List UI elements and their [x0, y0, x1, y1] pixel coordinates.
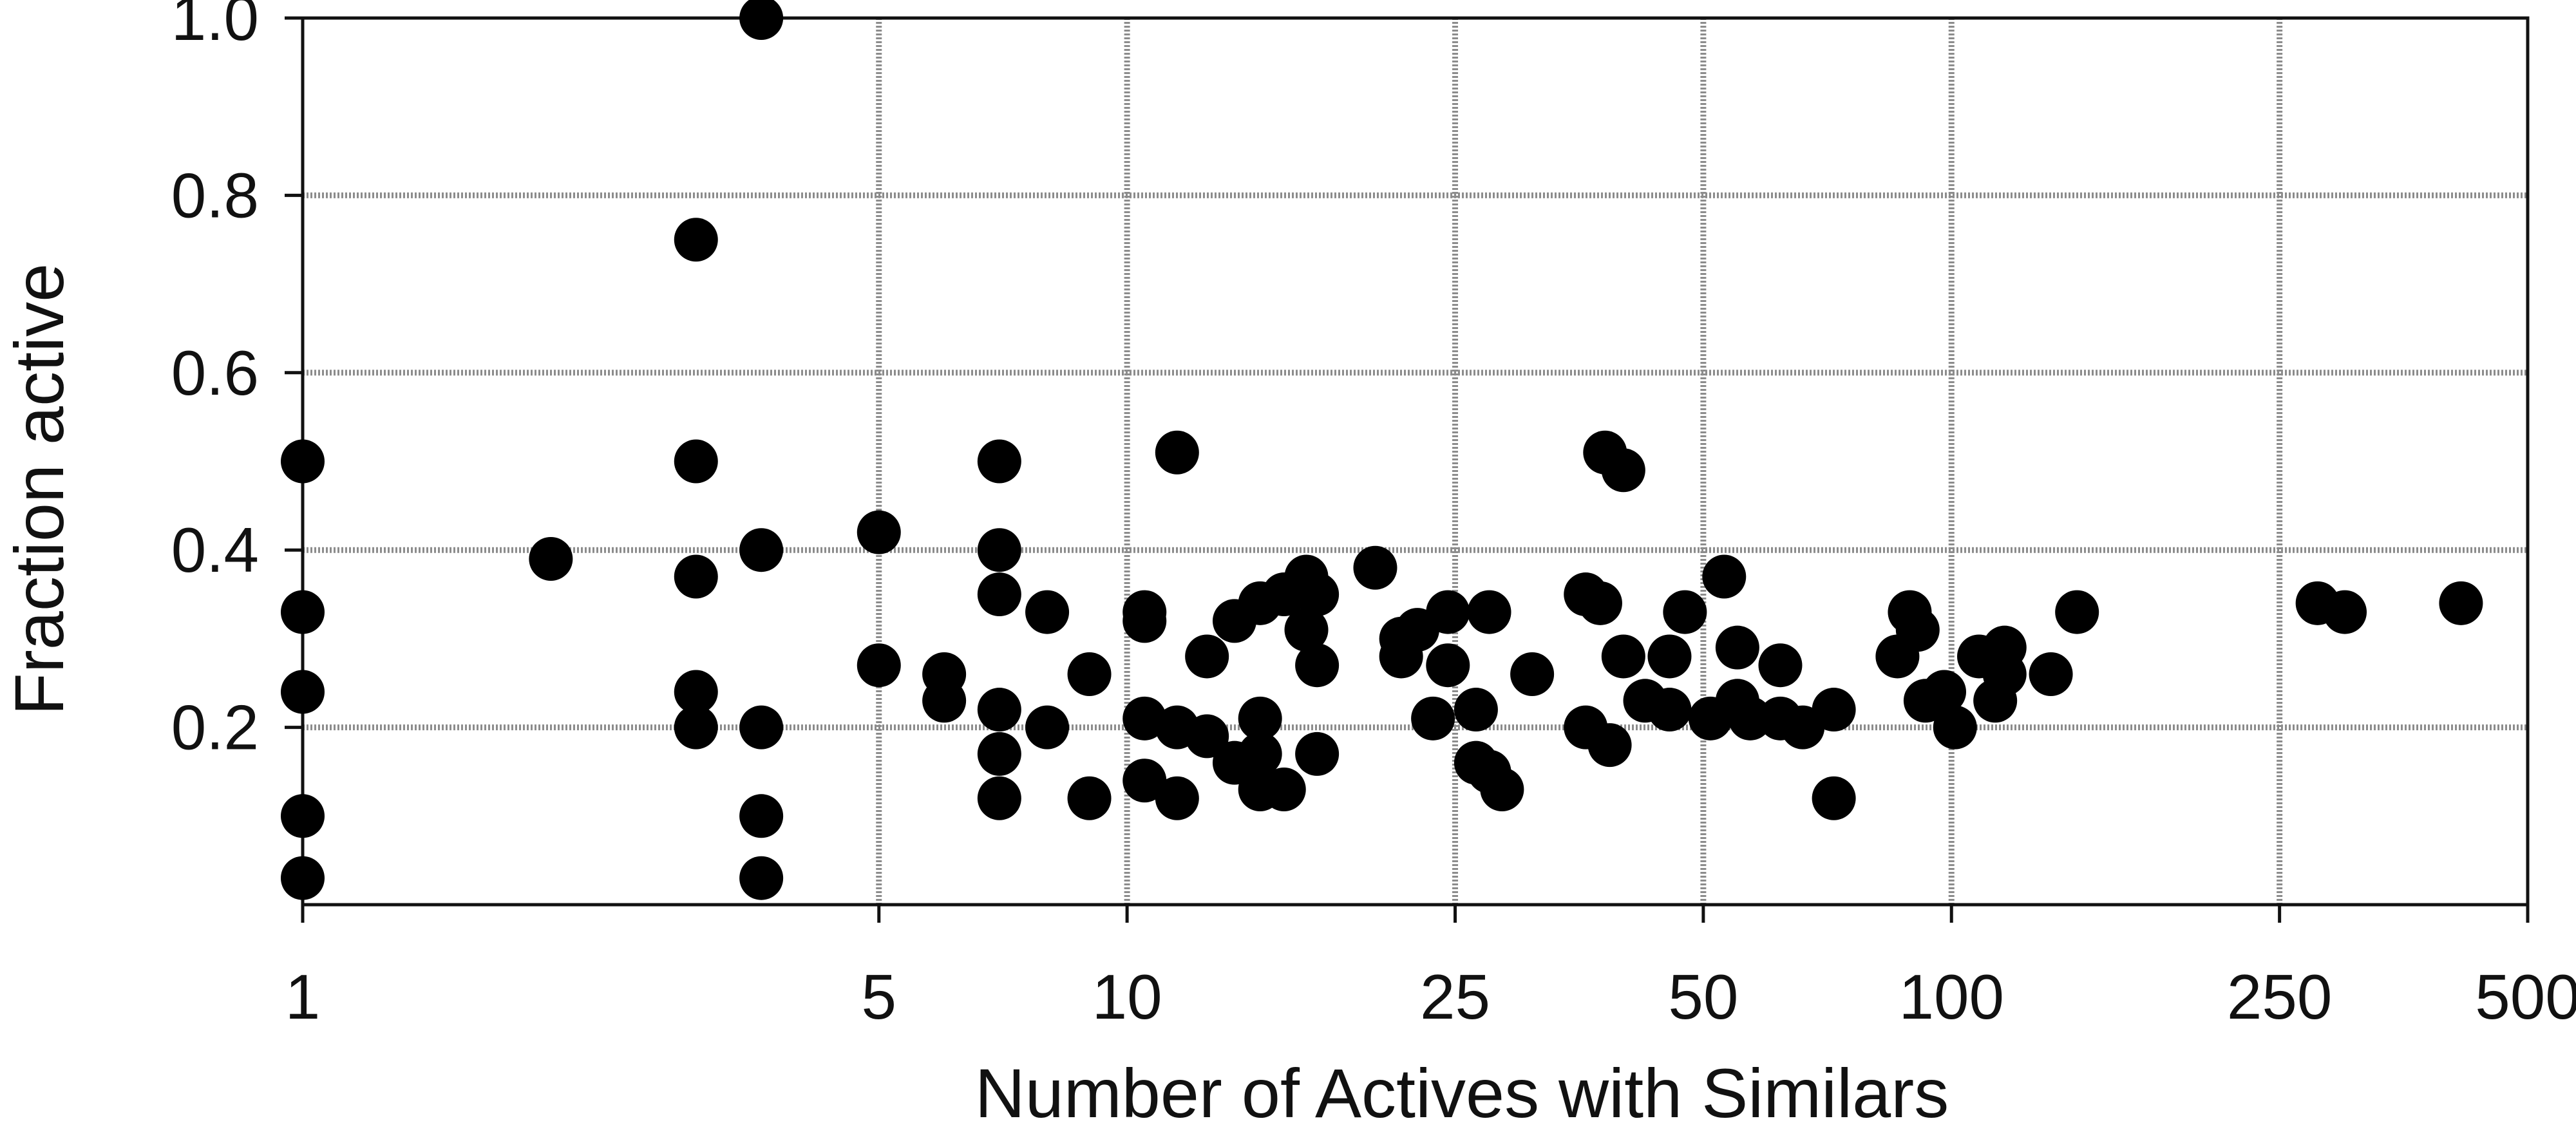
- data-point: [281, 794, 325, 838]
- data-point: [739, 528, 784, 572]
- data-point: [739, 794, 784, 838]
- data-point: [1295, 572, 1340, 617]
- data-point: [1295, 731, 1340, 776]
- data-point: [674, 439, 718, 484]
- data-point: [1067, 652, 1112, 696]
- data-point: [977, 776, 1021, 820]
- data-point: [1647, 634, 1692, 679]
- data-point: [1647, 688, 1692, 732]
- data-point: [1480, 767, 1524, 811]
- data-point: [2029, 652, 2073, 696]
- data-point: [1426, 590, 1470, 634]
- data-point: [1067, 776, 1112, 820]
- data-point: [2323, 590, 2367, 634]
- data-point: [1284, 608, 1329, 652]
- x-tick-label: 50: [1668, 961, 1738, 1032]
- data-point: [1025, 705, 1070, 750]
- data-point: [1122, 759, 1167, 803]
- data-point: [281, 590, 325, 634]
- data-point: [1353, 545, 1397, 590]
- data-point: [674, 218, 718, 262]
- y-axis-tick-labels: 0.2 0.4 0.6 0.8 1.0: [171, 0, 259, 763]
- y-tick-label: 0.8: [171, 160, 259, 231]
- x-tick-label: 250: [2227, 961, 2333, 1032]
- data-point: [739, 705, 784, 750]
- y-tick-label: 0.4: [171, 514, 259, 585]
- x-tick-label: 100: [1899, 961, 2004, 1032]
- data-point: [281, 670, 325, 714]
- data-point: [977, 528, 1021, 572]
- data-point: [1587, 723, 1632, 768]
- axis-ticks: [285, 16, 2530, 923]
- x-tick-label: 25: [1420, 961, 1490, 1032]
- data-point: [1454, 688, 1498, 732]
- data-point: [1702, 554, 1747, 599]
- data-point: [1812, 688, 1856, 732]
- data-point: [1262, 767, 1306, 811]
- x-tick-label: 5: [862, 961, 897, 1032]
- y-tick-label: 0.2: [171, 692, 259, 763]
- data-point: [1728, 696, 1772, 740]
- y-tick-label: 1.0: [171, 0, 259, 53]
- data-point: [739, 0, 784, 40]
- x-axis-tick-labels: 1 5 10 25 50 100 250 500: [285, 961, 2576, 1032]
- data-point: [1411, 696, 1455, 740]
- data-point: [2439, 581, 2483, 625]
- data-point: [281, 439, 325, 484]
- data-point: [977, 731, 1021, 776]
- grid-lines: [303, 18, 2528, 905]
- data-point: [1295, 643, 1340, 688]
- data-point: [1933, 705, 1977, 750]
- data-point: [281, 856, 325, 900]
- data-point: [1982, 652, 2027, 696]
- data-point: [1185, 714, 1229, 759]
- data-point: [529, 536, 573, 581]
- data-point: [1185, 634, 1229, 679]
- data-point: [1238, 731, 1282, 776]
- x-tick-label: 500: [2475, 961, 2576, 1032]
- data-point: [1426, 643, 1470, 688]
- data-point: [739, 856, 784, 900]
- y-axis-label: Fraction active: [0, 263, 78, 715]
- data-point: [1922, 670, 1967, 714]
- data-point: [857, 510, 901, 554]
- data-point: [977, 439, 1021, 484]
- data-point: [1025, 590, 1070, 634]
- x-tick-label: 1: [285, 961, 321, 1032]
- data-point: [674, 670, 718, 714]
- data-point: [1601, 448, 1645, 493]
- data-point: [1238, 696, 1282, 740]
- data-points: [281, 0, 2483, 900]
- data-point: [1467, 590, 1511, 634]
- data-point: [1812, 776, 1856, 820]
- data-point: [977, 572, 1021, 617]
- data-point: [674, 705, 718, 750]
- data-point: [674, 554, 718, 599]
- data-point: [977, 688, 1021, 732]
- data-point: [1155, 776, 1199, 820]
- y-tick-label: 0.6: [171, 337, 259, 408]
- data-point: [1663, 590, 1707, 634]
- data-point: [1895, 608, 1940, 652]
- x-tick-label: 10: [1092, 961, 1162, 1032]
- data-point: [922, 679, 967, 723]
- data-point: [857, 643, 901, 688]
- data-point: [1155, 430, 1199, 475]
- data-point: [2055, 590, 2099, 634]
- data-point: [1122, 599, 1167, 643]
- data-point: [1758, 643, 1803, 688]
- data-point: [1510, 652, 1555, 696]
- data-point: [1578, 581, 1622, 625]
- data-point: [1601, 634, 1645, 679]
- data-point: [1715, 625, 1759, 670]
- x-axis-label: Number of Actives with Similars: [975, 1054, 1949, 1132]
